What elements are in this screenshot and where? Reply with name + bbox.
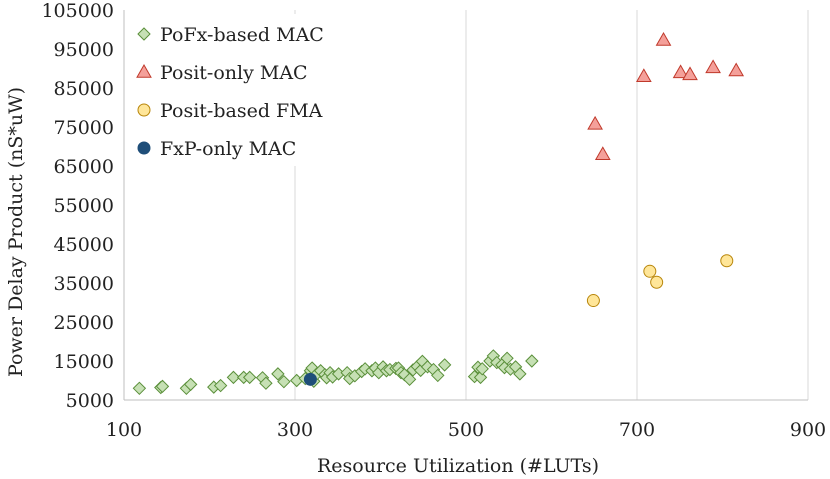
data-point bbox=[525, 354, 539, 368]
data-point bbox=[643, 264, 657, 278]
x-tick-label: 100 bbox=[106, 419, 142, 441]
data-point bbox=[475, 362, 489, 376]
y-tick-label: 5000 bbox=[66, 390, 114, 412]
y-tick-label: 45000 bbox=[54, 234, 114, 256]
data-point bbox=[277, 374, 291, 389]
series-posit-based-fma bbox=[586, 254, 734, 308]
x-tick-label: 700 bbox=[619, 419, 655, 441]
data-point bbox=[587, 115, 603, 130]
data-point bbox=[213, 378, 228, 393]
x-tick-label: 300 bbox=[277, 419, 313, 441]
data-points bbox=[132, 32, 745, 396]
data-point bbox=[655, 32, 672, 46]
x-tick-label: 900 bbox=[790, 419, 826, 441]
data-point bbox=[594, 146, 611, 161]
series-fxp-only-mac bbox=[303, 372, 317, 386]
axes bbox=[123, 10, 808, 401]
series-posit-only-mac bbox=[587, 32, 745, 161]
y-tick-label: 95000 bbox=[54, 39, 114, 61]
tick-labels: 100 300 500 700 900 5000 15000 25000 35000 45000 5… bbox=[41, 0, 826, 441]
data-point bbox=[513, 367, 527, 381]
legend-marker bbox=[137, 27, 151, 41]
legend-background bbox=[128, 14, 340, 166]
data-point bbox=[271, 367, 285, 381]
y-axis-title: Power Delay Product (nS*uW) bbox=[5, 87, 27, 377]
data-point bbox=[431, 368, 445, 383]
data-point bbox=[705, 59, 721, 74]
grid-lines bbox=[294, 10, 809, 400]
legend-label: Posit-only MAC bbox=[160, 62, 308, 84]
data-point bbox=[303, 372, 317, 386]
y-tick-label: 55000 bbox=[54, 195, 114, 217]
data-point bbox=[226, 370, 241, 385]
legend-entry: Posit-only MAC bbox=[136, 62, 308, 84]
y-tick-label: 105000 bbox=[41, 0, 114, 22]
data-point bbox=[242, 370, 257, 385]
x-tick-label: 500 bbox=[448, 419, 484, 441]
data-point bbox=[437, 358, 452, 372]
y-tick-label: 85000 bbox=[54, 78, 114, 100]
x-axis-title: Resource Utilization (#LUTs) bbox=[317, 455, 599, 477]
legend-marker bbox=[137, 141, 151, 155]
legend-marker bbox=[136, 63, 152, 78]
data-point bbox=[259, 376, 273, 390]
data-point bbox=[720, 254, 734, 268]
legend-label: Posit-based FMA bbox=[160, 100, 323, 122]
legend-label: PoFx-based MAC bbox=[160, 24, 324, 46]
data-point bbox=[402, 372, 417, 387]
series-pofx-based-mac bbox=[132, 349, 539, 396]
y-tick-label: 35000 bbox=[54, 273, 114, 295]
y-tick-label: 25000 bbox=[54, 312, 114, 334]
legend: PoFx-based MAC Posit-only MAC Posit-based … bbox=[128, 14, 340, 166]
data-point bbox=[682, 66, 698, 81]
y-tick-label: 75000 bbox=[54, 117, 114, 139]
y-tick-label: 65000 bbox=[54, 156, 114, 178]
legend-entry: Posit-based FMA bbox=[137, 100, 323, 122]
legend-marker bbox=[137, 103, 151, 117]
data-point bbox=[635, 68, 652, 83]
data-point bbox=[672, 64, 689, 79]
legend-entry: FxP-only MAC bbox=[137, 138, 296, 160]
data-point bbox=[473, 370, 488, 385]
data-point bbox=[728, 62, 745, 77]
data-point bbox=[586, 294, 600, 308]
legend-label: FxP-only MAC bbox=[160, 138, 296, 160]
legend-entry: PoFx-based MAC bbox=[137, 24, 324, 46]
data-point bbox=[132, 381, 147, 396]
y-tick-label: 15000 bbox=[54, 351, 114, 373]
data-point bbox=[650, 275, 664, 289]
data-point bbox=[500, 351, 514, 365]
data-point bbox=[155, 379, 170, 394]
data-point bbox=[183, 377, 198, 392]
